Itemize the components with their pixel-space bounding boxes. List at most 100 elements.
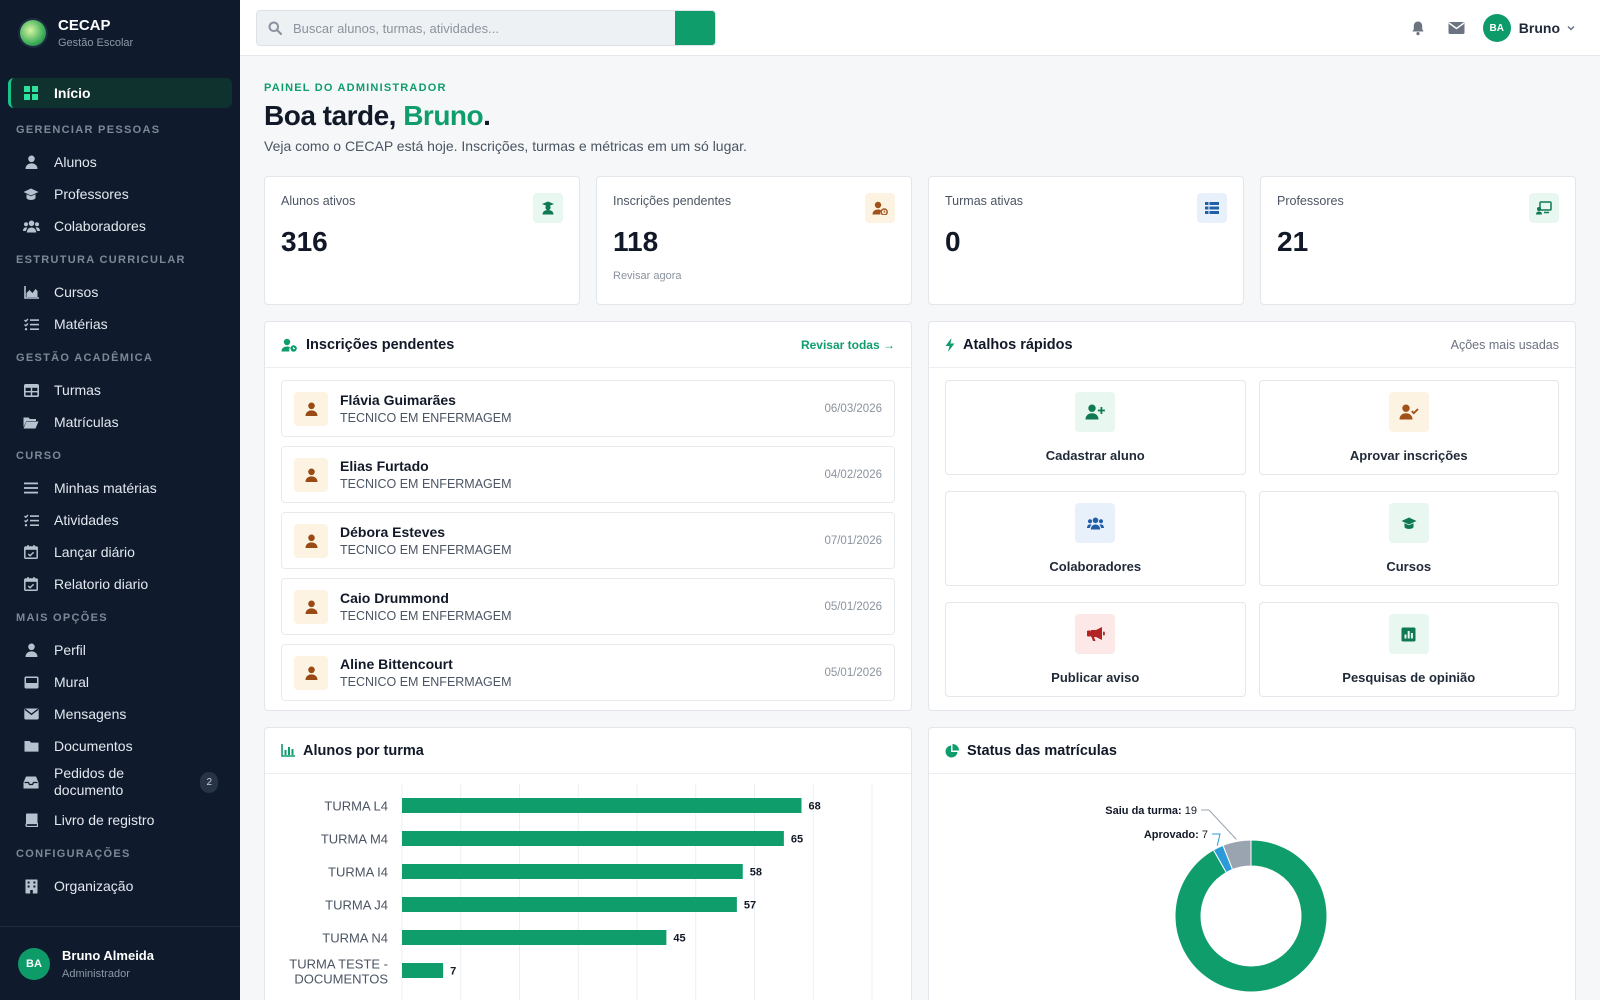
sidebar-item-label: Organização xyxy=(54,878,134,894)
bell-icon[interactable] xyxy=(1410,20,1426,36)
pending-item-text: Débora Esteves TECNICO EM ENFERMAGEM xyxy=(340,524,512,557)
course-name: TECNICO EM ENFERMAGEM xyxy=(340,609,512,623)
student-name: Débora Esteves xyxy=(340,524,446,540)
shortcut-cursos[interactable]: Cursos xyxy=(1258,491,1559,586)
sidebar-item-professores[interactable]: Professores xyxy=(8,178,232,210)
sidebar-item-cursos[interactable]: Cursos xyxy=(8,276,232,308)
megaphone-icon xyxy=(1075,614,1116,654)
shortcut-label: Cursos xyxy=(1386,559,1432,574)
search-input[interactable] xyxy=(293,20,675,36)
sidebar-item-label: Turmas xyxy=(54,382,101,398)
search-button[interactable] xyxy=(675,11,715,45)
sidebar-item-atividades[interactable]: Atividades xyxy=(8,504,232,536)
sidebar-item-mensagens[interactable]: Mensagens xyxy=(8,698,232,730)
sidebar-item-inicio[interactable]: Início xyxy=(8,78,232,108)
brand[interactable]: CECAP Gestão Escolar xyxy=(0,0,240,66)
greeting-name: Bruno xyxy=(403,100,484,131)
user-icon xyxy=(294,391,328,426)
bar xyxy=(402,798,802,813)
list-check-icon xyxy=(22,318,40,331)
pending-list-item[interactable]: Débora Esteves TECNICO EM ENFERMAGEM 07/01… xyxy=(281,512,895,569)
sidebar-item-mural[interactable]: Mural xyxy=(8,666,232,698)
shortcut-label: Cadastrar aluno xyxy=(1045,448,1145,463)
stat-note[interactable]: Revisar agora xyxy=(613,270,682,282)
sidebar: CECAP Gestão Escolar Início GERENCIAR PE… xyxy=(0,0,240,1000)
enrollment-status-card: Status das matrículas Saiu da turma: 19 A… xyxy=(928,727,1576,1000)
brand-name: CECAP xyxy=(58,17,111,34)
leader-line xyxy=(1201,809,1237,840)
sidebar-item-relatorio-diario[interactable]: Relatorio diario xyxy=(8,568,232,600)
pending-list-item[interactable]: Elias Furtado TECNICO EM ENFERMAGEM 04/02/… xyxy=(281,446,895,503)
user-menu[interactable]: BA Bruno xyxy=(1482,14,1576,42)
stats-row: Alunos ativos 316 Inscrições pendentes 1… xyxy=(264,176,1576,305)
sidebar-section-title: CONFIGURAÇÕES xyxy=(16,848,131,860)
pending-item-text: Flávia Guimarães TECNICO EM ENFERMAGEM xyxy=(340,392,512,425)
inbox-icon xyxy=(22,676,40,689)
stat-label: Alunos ativos xyxy=(281,194,356,208)
enrollment-date: 07/01/2026 xyxy=(824,534,882,547)
user-name: Bruno xyxy=(1518,20,1560,36)
card-title: Inscrições pendentes xyxy=(306,336,455,353)
sidebar-item-label: Atividades xyxy=(54,512,119,528)
shortcut-publicar-aviso[interactable]: Publicar aviso xyxy=(945,602,1246,697)
sidebar-item-colaboradores[interactable]: Colaboradores xyxy=(8,210,232,242)
shortcut-label: Colaboradores xyxy=(1049,559,1142,574)
sidebar-item-label: Matérias xyxy=(54,316,108,332)
sidebar-user[interactable]: BA Bruno Almeida Administrador xyxy=(0,926,240,1000)
sidebar-item-materias[interactable]: Matérias xyxy=(8,308,232,340)
sidebar-item-label: Alunos xyxy=(54,154,97,170)
students-by-class-card: Alunos por turma TURMA L4 68 TURMA M4 65 TUR… xyxy=(264,727,912,1000)
sidebar-item-label: Professores xyxy=(54,186,129,202)
chart-pie-icon xyxy=(945,743,959,758)
user-icon xyxy=(22,155,40,169)
pending-item-text: Caio Drummond TECNICO EM ENFERMAGEM xyxy=(340,590,512,623)
shortcut-colaboradores[interactable]: Colaboradores xyxy=(945,491,1246,586)
card-header: Status das matrículas xyxy=(929,728,1575,774)
inbox-tray-icon xyxy=(22,776,40,789)
pending-list-item[interactable]: Flávia Guimarães TECNICO EM ENFERMAGEM 06/… xyxy=(281,380,895,437)
search-icon xyxy=(257,21,293,35)
shortcut-label: Aprovar inscrições xyxy=(1349,448,1468,463)
user-clock-icon xyxy=(865,193,895,223)
pending-list-item[interactable]: Caio Drummond TECNICO EM ENFERMAGEM 05/01/… xyxy=(281,578,895,635)
sidebar-item-minhas-materias[interactable]: Minhas matérias xyxy=(8,472,232,504)
stat-label: Turmas ativas xyxy=(945,194,1024,208)
sidebar-item-alunos[interactable]: Alunos xyxy=(8,146,232,178)
sidebar-item-label: Início xyxy=(54,85,91,101)
pie-slice xyxy=(1222,839,1252,871)
sidebar-item-label: Lançar diário xyxy=(54,544,135,560)
envelope-icon[interactable] xyxy=(1448,21,1465,35)
sidebar-section-title: ESTRUTURA CURRICULAR xyxy=(16,254,186,266)
review-all-link[interactable]: Revisar todas → xyxy=(800,337,895,352)
sidebar-item-lancar-diario[interactable]: Lançar diário xyxy=(8,536,232,568)
graduation-cap-icon xyxy=(1388,503,1429,543)
sidebar-item-label: Pedidos de documento xyxy=(54,765,125,798)
pie-slice xyxy=(1174,839,1328,993)
chart-area-icon xyxy=(22,285,40,299)
sidebar-item-livro-de-registro[interactable]: Livro de registro xyxy=(8,804,232,836)
bar xyxy=(402,864,743,879)
pending-list-item[interactable]: Aline Bittencourt TECNICO EM ENFERMAGEM 05… xyxy=(281,644,895,701)
bar xyxy=(402,897,737,912)
sidebar-item-perfil[interactable]: Perfil xyxy=(8,634,232,666)
page-title: Boa tarde, Bruno. xyxy=(264,100,1576,132)
chevron-down-icon xyxy=(1566,23,1576,33)
stat-card: Professores 21 xyxy=(1260,176,1576,305)
course-name: TECNICO EM ENFERMAGEM xyxy=(340,543,512,557)
card-header: Inscrições pendentes Revisar todas → xyxy=(265,322,911,368)
shortcut-pesquisas-de-opiniao[interactable]: Pesquisas de opinião xyxy=(1258,602,1559,697)
sidebar-item-pedidos-de-documento[interactable]: Pedidos de documento 2 xyxy=(8,762,232,802)
enrollment-date: 05/01/2026 xyxy=(824,600,882,613)
shortcut-cadastrar-aluno[interactable]: Cadastrar aluno xyxy=(945,380,1246,475)
user-plus-icon xyxy=(1075,392,1116,432)
sidebar-item-matriculas[interactable]: Matrículas xyxy=(8,406,232,438)
student-name: Caio Drummond xyxy=(340,590,449,606)
shortcut-aprovar-inscricoes[interactable]: Aprovar inscrições xyxy=(1258,380,1559,475)
card-header: Alunos por turma xyxy=(265,728,911,774)
sidebar-item-label: Documentos xyxy=(54,738,133,754)
data-label: 65 xyxy=(791,834,803,846)
course-name: TECNICO EM ENFERMAGEM xyxy=(340,675,512,689)
sidebar-item-turmas[interactable]: Turmas xyxy=(8,374,232,406)
sidebar-item-documentos[interactable]: Documentos xyxy=(8,730,232,762)
sidebar-item-organizacao[interactable]: Organização xyxy=(8,870,232,902)
